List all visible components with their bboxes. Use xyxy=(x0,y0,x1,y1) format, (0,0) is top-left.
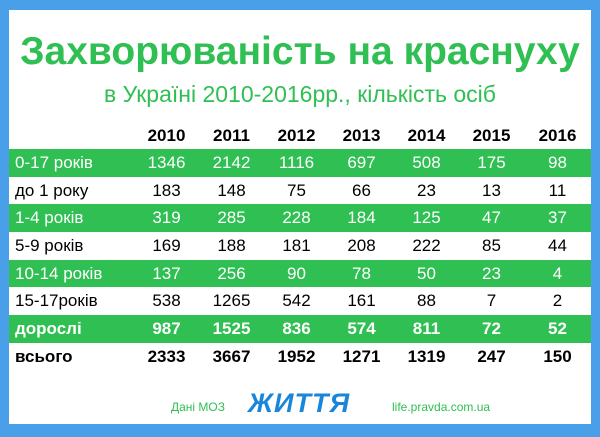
value-cell: 2333 xyxy=(134,342,199,371)
table-row: 15-17років 538 1265 542 161 88 7 2 xyxy=(9,287,591,315)
value-cell: 52 xyxy=(524,315,591,343)
row-label: всього xyxy=(9,342,134,371)
value-cell: 3667 xyxy=(199,342,264,371)
year-header: 2013 xyxy=(342,125,381,145)
value-cell: 66 xyxy=(352,180,371,200)
value-cell: 1271 xyxy=(329,342,394,371)
row-label: 10-14 років xyxy=(9,259,134,288)
value-cell: 23 xyxy=(459,259,524,288)
year-header: 2012 xyxy=(277,125,316,145)
value-cell: 2 xyxy=(552,291,563,311)
row-label: дорослі xyxy=(9,315,134,343)
value-cell: 175 xyxy=(459,149,524,177)
value-cell: 319 xyxy=(134,204,199,233)
value-cell: 72 xyxy=(459,315,524,343)
value-cell: 1319 xyxy=(394,342,459,371)
value-cell: 811 xyxy=(394,315,459,343)
value-cell: 228 xyxy=(264,204,329,233)
value-cell: 508 xyxy=(394,149,459,177)
value-cell: 148 xyxy=(217,180,246,200)
row-label: 0-17 років xyxy=(9,149,134,177)
year-header: 2014 xyxy=(407,125,446,145)
value-cell: 47 xyxy=(459,204,524,233)
site-link[interactable]: life.pravda.com.ua xyxy=(392,400,491,414)
value-cell: 183 xyxy=(152,180,181,200)
row-label: 1-4 років xyxy=(9,204,134,233)
value-cell: 188 xyxy=(217,235,246,255)
year-header: 2010 xyxy=(147,125,186,145)
value-cell: 37 xyxy=(524,204,591,233)
row-label: до 1 року xyxy=(15,180,89,200)
value-cell: 4 xyxy=(524,259,591,288)
value-cell: 1116 xyxy=(264,149,329,177)
value-cell: 137 xyxy=(134,259,199,288)
value-cell: 574 xyxy=(329,315,394,343)
table-row: 1-4 років 319 285 228 184 125 47 37 xyxy=(9,204,591,233)
value-cell: 98 xyxy=(524,149,591,177)
value-cell: 542 xyxy=(282,291,311,311)
value-cell: 538 xyxy=(152,291,181,311)
infographic-card: Захворюваність на краснуху в Україні 201… xyxy=(9,10,591,424)
table-row: 10-14 років 137 256 90 78 50 23 4 xyxy=(9,259,591,288)
value-cell: 11 xyxy=(548,180,567,200)
source-label: Дані МОЗ xyxy=(171,400,226,414)
chart-title: Захворюваність на краснуху xyxy=(20,30,580,73)
value-cell: 987 xyxy=(134,315,199,343)
zhyttia-logo: ЖИТТЯ xyxy=(248,388,351,418)
year-header: 2016 xyxy=(538,125,577,145)
row-label: 5-9 років xyxy=(15,235,84,255)
value-cell: 836 xyxy=(264,315,329,343)
value-cell: 222 xyxy=(412,235,441,255)
value-cell: 2142 xyxy=(199,149,264,177)
value-cell: 208 xyxy=(347,235,376,255)
table-row: всього 2333 3667 1952 1271 1319 247 150 xyxy=(9,342,591,371)
value-cell: 1265 xyxy=(212,291,251,311)
value-cell: 181 xyxy=(282,235,311,255)
value-cell: 7 xyxy=(486,291,497,311)
value-cell: 161 xyxy=(347,291,376,311)
corner-cell xyxy=(9,122,134,149)
value-cell: 125 xyxy=(394,204,459,233)
header-row: 2010 2011 2012 2013 2014 2015 2016 xyxy=(9,122,591,149)
data-table: 2010 2011 2012 2013 2014 2015 2016 0-17 років 1… xyxy=(9,122,591,371)
value-cell: 1525 xyxy=(199,315,264,343)
value-cell: 78 xyxy=(329,259,394,288)
value-cell: 697 xyxy=(329,149,394,177)
value-cell: 1346 xyxy=(134,149,199,177)
value-cell: 50 xyxy=(394,259,459,288)
chart-subtitle: в Україні 2010-2016рр., кількість осіб xyxy=(104,81,496,107)
value-cell: 150 xyxy=(524,342,591,371)
value-cell: 90 xyxy=(264,259,329,288)
value-cell: 85 xyxy=(482,235,501,255)
value-cell: 1952 xyxy=(264,342,329,371)
value-cell: 256 xyxy=(199,259,264,288)
table-row: до 1 року 183 148 75 66 23 13 11 xyxy=(9,177,591,205)
row-label: 15-17років xyxy=(15,291,98,311)
value-cell: 169 xyxy=(152,235,181,255)
table-row: дорослі 987 1525 836 574 811 72 52 xyxy=(9,315,591,343)
value-cell: 285 xyxy=(199,204,264,233)
value-cell: 13 xyxy=(482,180,501,200)
value-cell: 184 xyxy=(329,204,394,233)
year-header: 2011 xyxy=(213,125,250,145)
value-cell: 75 xyxy=(287,180,306,200)
table-row: 0-17 років 1346 2142 1116 697 508 175 98 xyxy=(9,149,591,177)
value-cell: 44 xyxy=(548,235,567,255)
value-cell: 88 xyxy=(417,291,436,311)
footer: Дані МОЗ ЖИТТЯ life.pravda.com.ua xyxy=(9,388,591,418)
year-header: 2015 xyxy=(472,125,511,145)
value-cell: 23 xyxy=(417,180,436,200)
value-cell: 247 xyxy=(459,342,524,371)
table-row: 5-9 років 169 188 181 208 222 85 44 xyxy=(9,232,591,260)
